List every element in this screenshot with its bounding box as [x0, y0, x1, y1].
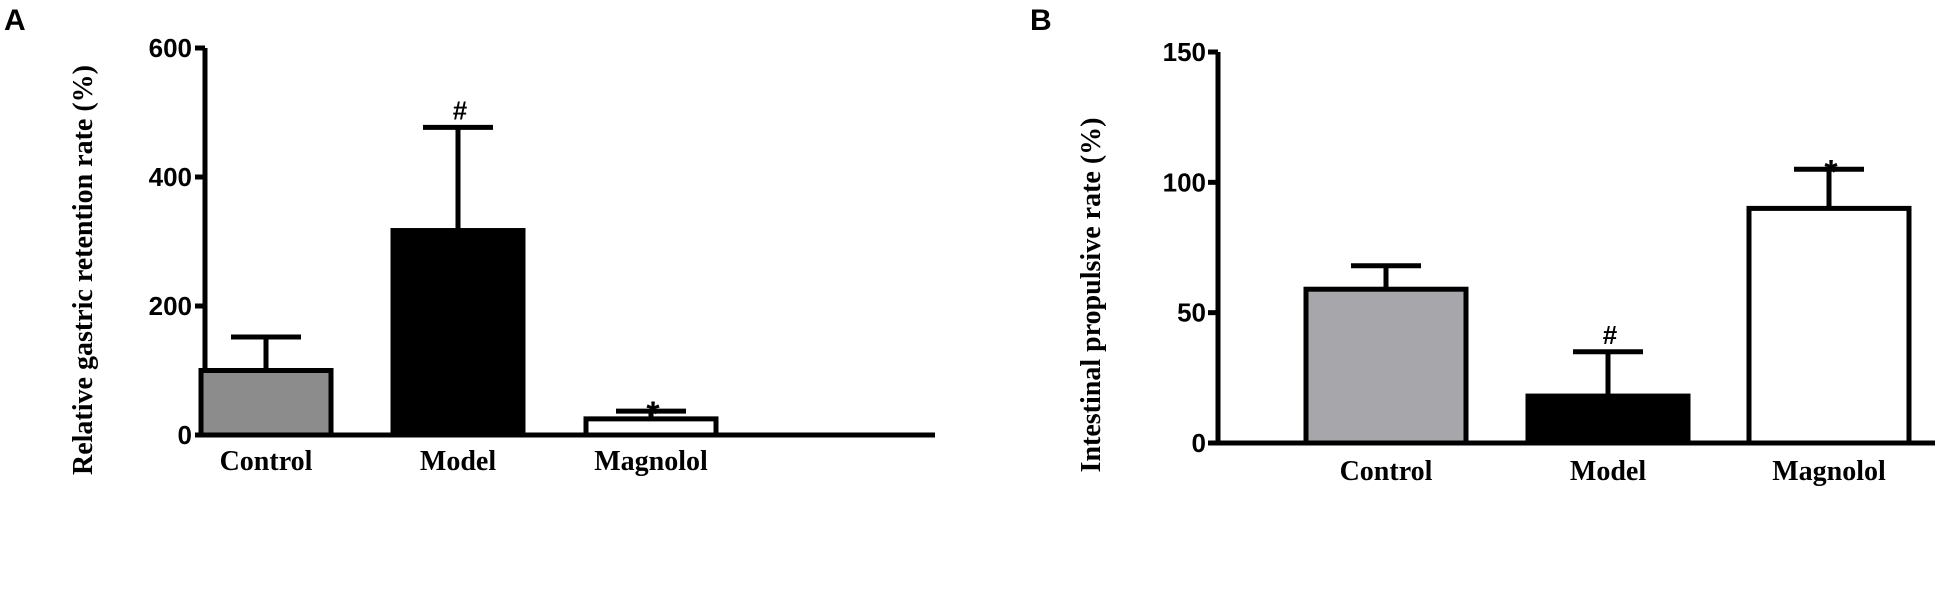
panel-b-y-tick-label: 50	[1177, 298, 1206, 328]
panel-b-bar-control	[1303, 286, 1469, 446]
panel-a-significance-mark-model: #	[453, 95, 468, 125]
panel-b-y-tick-label: 150	[1163, 37, 1206, 67]
panel-b-y-axis-title: Intestinal propulsive rate (%)	[1076, 118, 1107, 473]
panel-b: B Intestinal propulsive rate (%) 0 50 100 1…	[1030, 4, 1935, 487]
panel-a-y-tick-label: 400	[149, 162, 192, 192]
panel-b-y-tick-label: 0	[1192, 428, 1206, 458]
panel-a-y-axis-title: Relative gastric retention rate (%)	[68, 65, 99, 475]
panel-b-bar-model	[1525, 393, 1691, 446]
panel-a-bar-model	[390, 228, 526, 438]
panel-a-y-tick-label: 600	[149, 33, 192, 63]
panel-a: A Relative gastric retention rate (%) 0 2…	[4, 4, 935, 477]
panel-b-category-label-control: Control	[1340, 456, 1433, 487]
panel-a-y-tick-label: 200	[149, 291, 192, 321]
panel-a-letter: A	[4, 4, 26, 37]
panel-a-category-label-control: Control	[220, 446, 313, 477]
panel-b-significance-mark-magnolol: *	[1824, 153, 1838, 191]
panel-b-category-label-model: Model	[1570, 456, 1646, 487]
panel-a-category-label-model: Model	[420, 446, 496, 477]
panel-b-y-tick-label: 100	[1163, 167, 1206, 197]
panel-a-significance-mark-magnolol: *	[646, 395, 660, 433]
panel-b-bar-magnolol	[1746, 205, 1912, 446]
panel-a-category-label-magnolol: Magnolol	[594, 446, 708, 477]
panel-b-significance-mark-model: #	[1603, 320, 1618, 350]
panel-a-bar-control	[198, 368, 334, 438]
panel-b-category-label-magnolol: Magnolol	[1772, 456, 1886, 487]
panel-b-letter: B	[1030, 4, 1052, 37]
panel-a-y-tick-label: 0	[178, 420, 192, 450]
panel-a-bar-magnolol	[583, 416, 719, 438]
